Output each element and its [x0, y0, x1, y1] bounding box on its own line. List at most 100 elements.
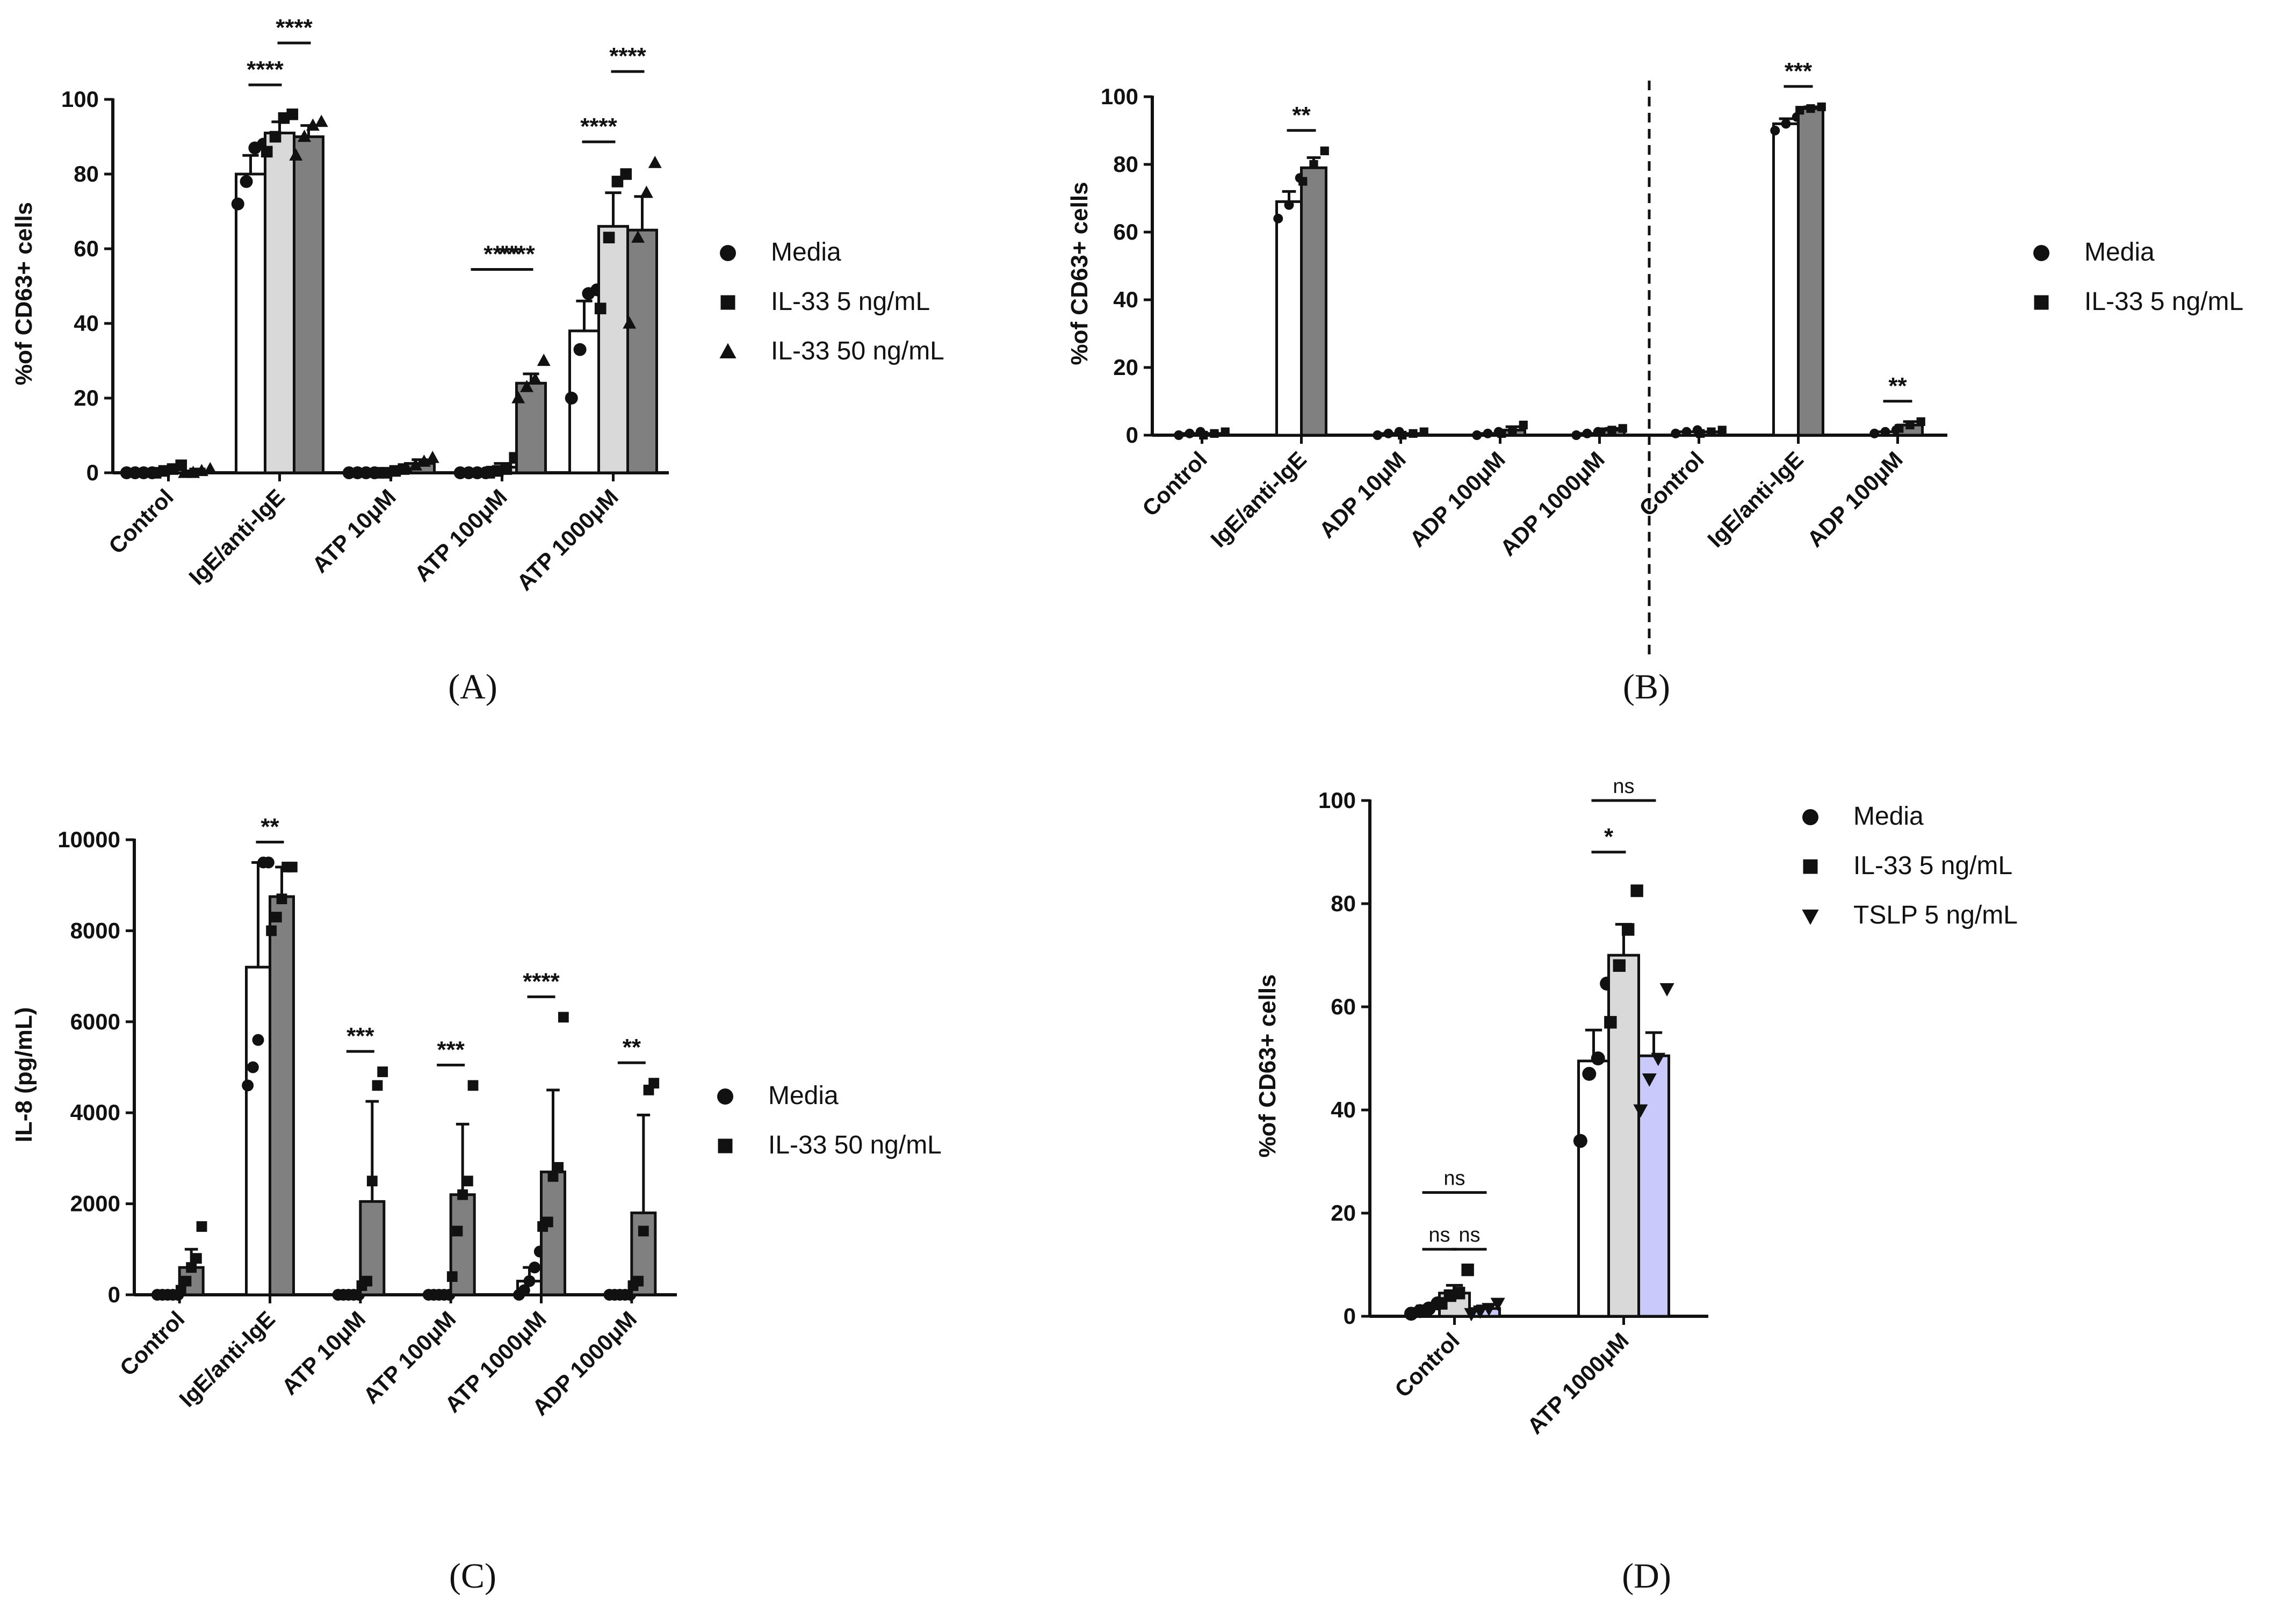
bar: [626, 228, 658, 474]
data-point: [242, 1079, 254, 1092]
data-point: [196, 1221, 207, 1232]
data-point: [1802, 809, 1818, 825]
data-point: [462, 1176, 473, 1187]
y-tick-label: 80: [74, 161, 99, 186]
data-point: [1472, 430, 1482, 440]
category-label: Control: [1137, 446, 1212, 521]
legend-label: Media: [2084, 238, 2155, 266]
category-label: ATP 1000μM: [512, 484, 623, 595]
data-point: [306, 118, 320, 131]
data-point: [511, 391, 525, 403]
significance-label: **: [1292, 102, 1311, 128]
data-point: [594, 302, 607, 314]
data-point: [231, 197, 244, 211]
data-point: [372, 1080, 383, 1091]
y-tick-label: 60: [1331, 994, 1356, 1019]
data-point: [639, 185, 653, 198]
bar: [515, 381, 547, 474]
bar: [264, 132, 295, 474]
data-point: [648, 155, 662, 168]
significance-label: ****: [580, 113, 617, 140]
data-point: [1622, 923, 1635, 936]
data-point: [529, 1261, 541, 1274]
data-point: [1461, 1263, 1474, 1277]
bar: [1275, 200, 1303, 437]
data-point: [467, 1080, 479, 1091]
data-point: [409, 458, 423, 471]
chart-panel-d: 0 20 40 60 80 100 %of CD63+ cells Control ATP 10…: [1254, 775, 2018, 1596]
y-axis-label: %of CD63+ cells: [1066, 182, 1093, 365]
data-point: [1582, 428, 1592, 438]
y-tick-label: 60: [1113, 219, 1138, 244]
data-point: [1717, 426, 1727, 435]
significance-label: **: [1888, 373, 1907, 399]
panel-label: (A): [448, 667, 497, 706]
category-label: ATP 10μM: [307, 484, 401, 578]
data-point: [1817, 102, 1826, 111]
data-point: [1597, 427, 1606, 436]
bar: [1797, 107, 1824, 437]
data-point: [289, 148, 303, 161]
data-point: [638, 1225, 649, 1237]
data-point: [1519, 421, 1528, 430]
data-point: [1795, 106, 1804, 115]
y-tick-label: 0: [1344, 1303, 1356, 1329]
legend-label: IL-33 50 ng/mL: [771, 337, 944, 365]
data-point: [377, 1066, 388, 1077]
y-tick-label: 2000: [70, 1191, 120, 1216]
data-point: [1573, 1134, 1587, 1148]
panel-label: (B): [1623, 667, 1670, 706]
data-point: [1803, 859, 1818, 874]
data-point: [269, 131, 281, 143]
bar: [1607, 954, 1640, 1318]
category-label: ATP 1000μM: [1522, 1328, 1634, 1439]
data-point: [286, 109, 299, 120]
data-point: [1490, 1297, 1505, 1311]
legend-label: IL-33 5 ng/mL: [1853, 852, 2012, 880]
data-point: [240, 175, 253, 188]
data-point: [1373, 430, 1383, 440]
data-point: [180, 1275, 192, 1287]
significance-label: ****: [498, 241, 535, 268]
data-point: [425, 451, 439, 463]
data-point: [1895, 424, 1904, 433]
data-point: [457, 1189, 468, 1200]
data-point: [720, 295, 735, 310]
data-point: [261, 146, 273, 158]
data-point: [718, 1138, 733, 1153]
data-point: [1508, 427, 1517, 436]
data-point: [1681, 427, 1692, 437]
data-point: [717, 1088, 733, 1105]
legend-label: Media: [768, 1081, 839, 1110]
significance-label: ****: [609, 43, 646, 69]
data-point: [362, 1275, 373, 1287]
legend-label: Media: [1853, 802, 1924, 831]
category-label: IgE/anti-IgE: [1205, 446, 1311, 552]
data-point: [1618, 424, 1627, 433]
bar: [1772, 122, 1800, 437]
data-point: [247, 1061, 259, 1073]
y-tick-label: 80: [1113, 152, 1138, 177]
data-point: [1613, 959, 1626, 972]
data-point: [1320, 146, 1329, 155]
data-point: [719, 343, 737, 358]
y-tick-label: 80: [1331, 891, 1356, 916]
data-point: [175, 1285, 186, 1296]
data-point: [252, 1034, 264, 1046]
y-tick-label: 8000: [70, 918, 120, 943]
data-point: [1472, 1306, 1488, 1319]
data-point: [1419, 427, 1428, 436]
data-point: [523, 1275, 536, 1287]
data-point: [1273, 213, 1283, 223]
data-point: [1604, 1016, 1617, 1029]
bar: [235, 172, 266, 474]
data-point: [520, 379, 534, 392]
y-tick-label: 20: [74, 385, 99, 410]
y-axis-label: %of CD63+ cells: [11, 202, 37, 385]
significance-label: ***: [1785, 58, 1813, 84]
data-point: [452, 1225, 463, 1237]
data-point: [623, 316, 637, 329]
data-point: [446, 1271, 458, 1282]
bar: [293, 135, 324, 474]
